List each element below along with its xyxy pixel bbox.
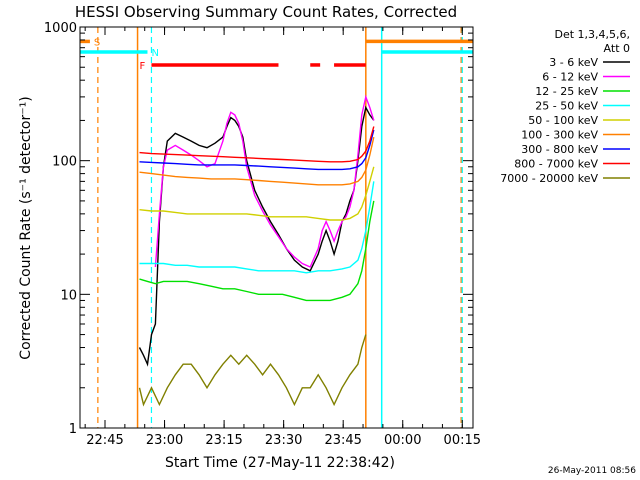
x-tick-label-3: 23:30 [265,433,302,448]
legend-label-6: 300 - 800 keV [521,143,598,156]
legend-label-2: 12 - 25 keV [535,85,598,98]
x-tick-label-5: 00:00 [384,433,421,448]
flag-label-s: S [94,37,100,48]
series-line-0 [138,105,375,367]
flag-label-f: F [139,61,145,72]
x-tick-label-6: 00:15 [444,433,481,448]
series-line-2 [139,200,375,302]
x-axis-label: Start Time (27-May-11 22:38:42) [165,455,395,471]
legend-title-0: Det 1,3,4,5,6, [554,28,630,41]
series-line-8 [138,334,367,407]
legend-label-3: 25 - 50 keV [535,100,598,113]
x-tick-label-0: 22:45 [86,433,123,448]
y-tick-label-1: 10 [60,288,77,303]
y-tick-label-0: 1 [69,422,77,437]
chart-title: HESSI Observing Summary Count Rates, Cor… [75,3,457,21]
series-line-6 [139,129,375,171]
legend-label-5: 100 - 300 keV [521,129,598,142]
series-line-3 [139,181,375,274]
x-tick-label-4: 23:45 [324,433,361,448]
y-axis-label: Corrected Count Rate (s⁻¹ detector⁻¹) [18,96,34,359]
series-line-4 [139,166,375,221]
date-stamp: 26-May-2011 08:56 [548,466,636,476]
legend-label-8: 7000 - 20000 keV [500,172,598,185]
series-line-1 [154,94,375,268]
series-line-7 [139,126,375,163]
legend-label-4: 50 - 100 keV [528,114,598,127]
flag-label-n: N [151,48,158,59]
x-tick-label-2: 23:15 [205,433,242,448]
legend-label-7: 800 - 7000 keV [514,158,598,171]
y-tick-label-3: 1000 [44,21,77,36]
legend-label-0: 3 - 6 keV [549,56,598,69]
legend-label-1: 6 - 12 keV [542,71,598,84]
series-line-5 [139,136,375,186]
plot-frame [79,26,474,429]
x-tick-label-1: 23:00 [146,433,183,448]
y-tick-label-2: 100 [52,155,77,170]
legend-title-1: Att 0 [604,42,630,55]
